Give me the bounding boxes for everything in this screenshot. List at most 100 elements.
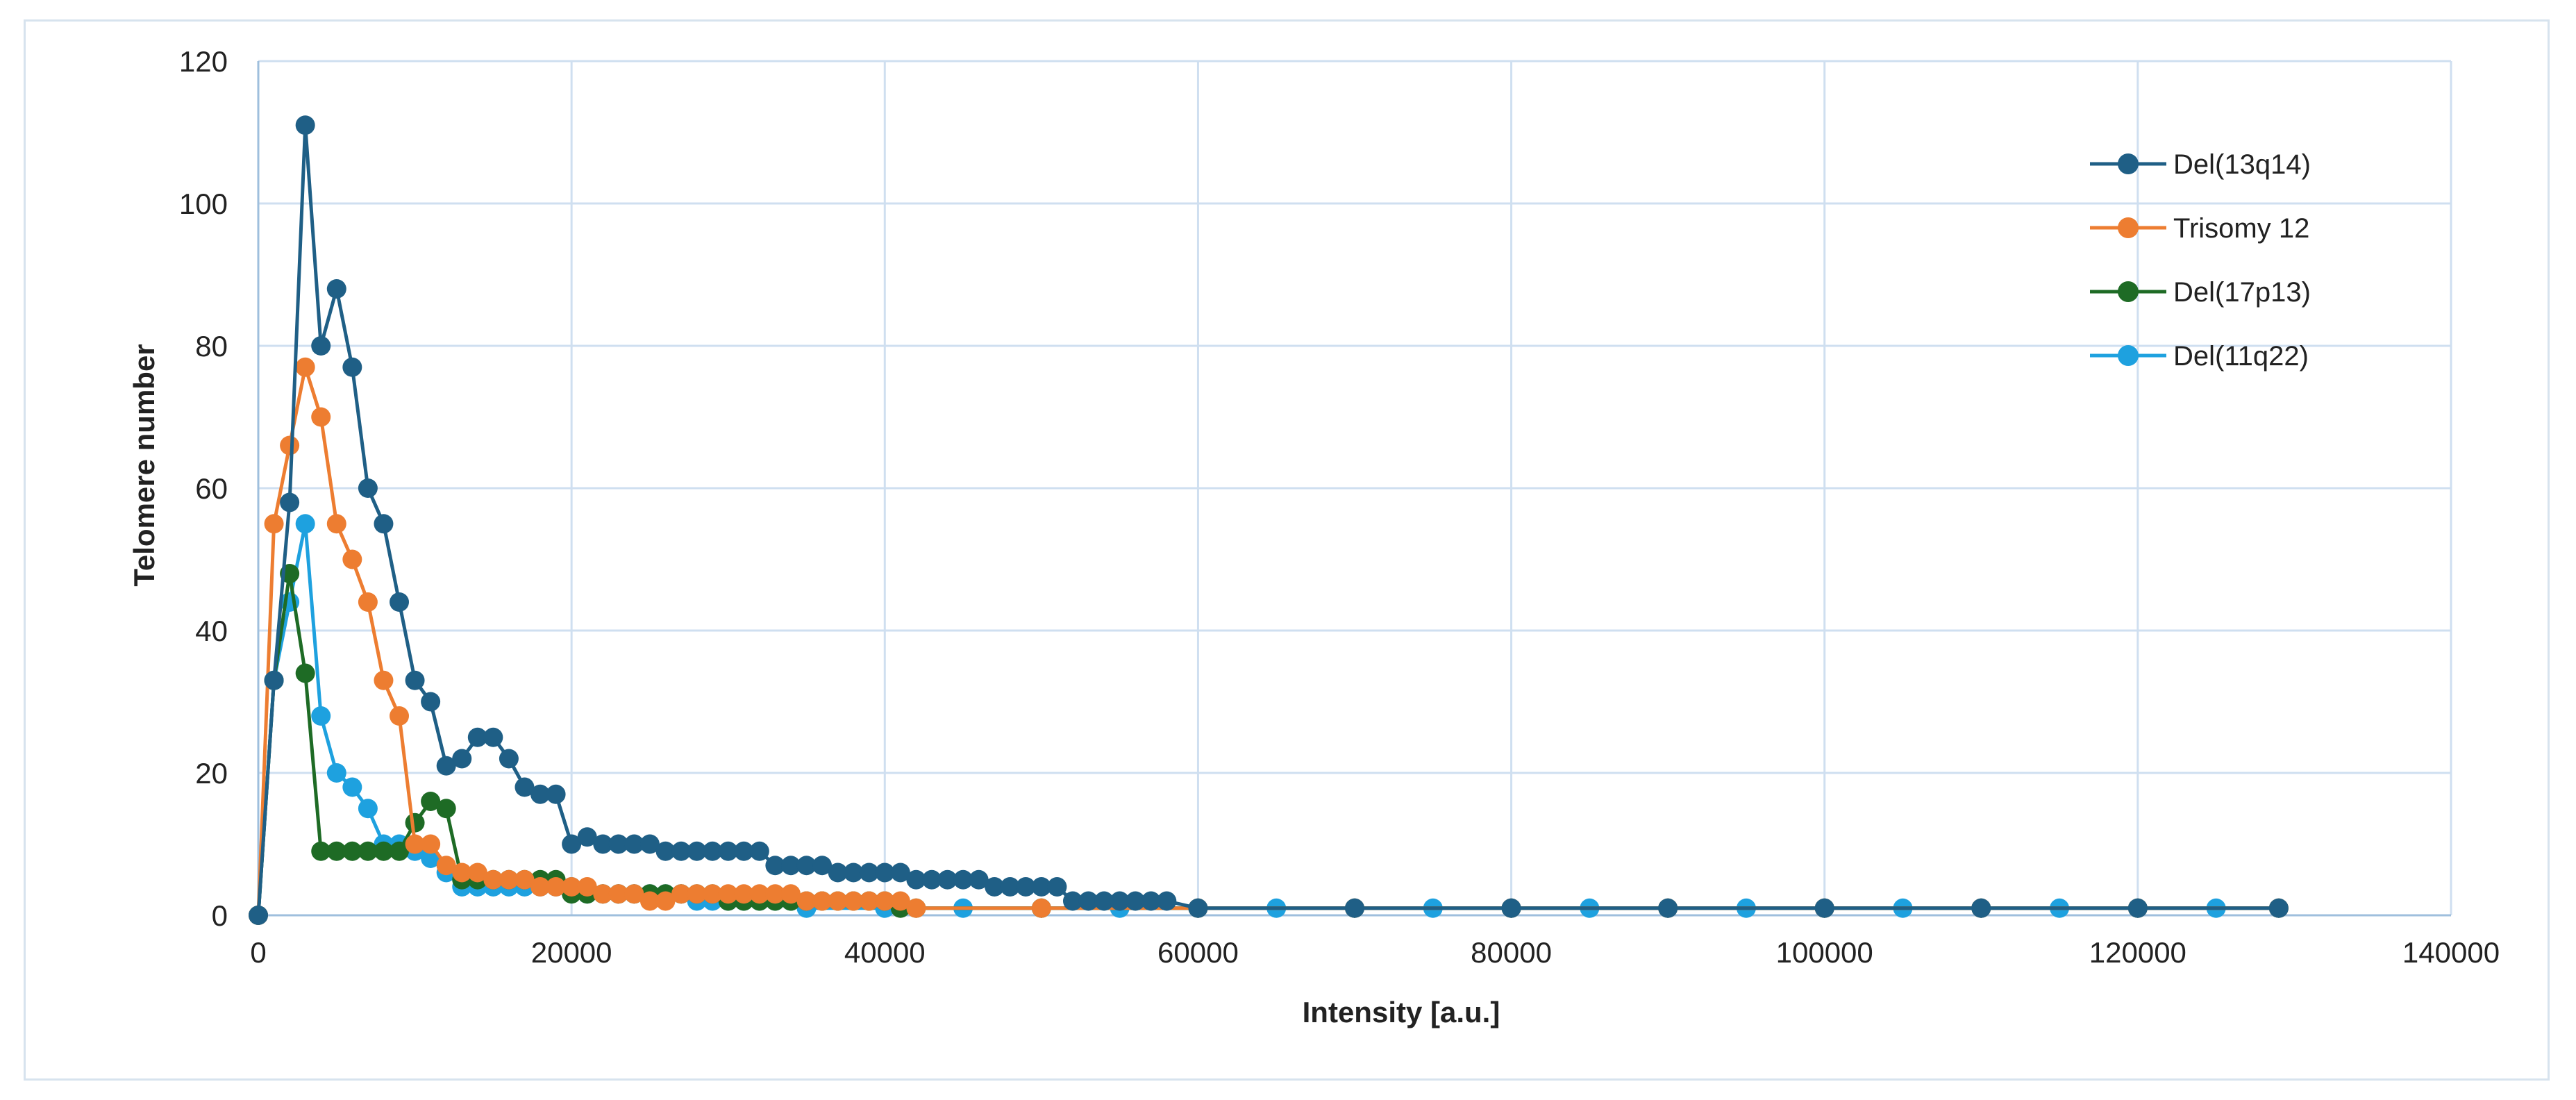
data-point [326,514,346,534]
data-point [436,856,456,876]
data-point [1345,898,1364,918]
legend-label: Del(11q22) [2173,341,2309,372]
data-point [562,877,582,897]
data-point [358,841,378,861]
data-point [687,884,707,904]
data-point [734,841,754,861]
series-line [256,365,2279,916]
legend-item: Del(17p13) [2090,277,2311,308]
data-point [374,514,394,534]
data-point [295,663,315,683]
y-tick-label: 100 [179,188,228,220]
data-point [593,834,613,854]
data-point [342,549,362,569]
legend-item: Del(11q22) [2090,341,2309,372]
data-point [326,279,346,299]
data-point [249,906,268,925]
data-point [342,841,362,861]
data-point [969,869,989,890]
data-point [828,891,848,911]
data-point [374,670,394,690]
data-point [405,812,425,833]
data-point [530,784,551,804]
data-point [671,841,692,861]
data-point [796,856,817,876]
data-point [483,727,503,747]
data-point [718,841,738,861]
data-point [875,891,895,911]
data-point [1658,898,1678,918]
data-point [342,357,362,377]
data-point [875,862,895,883]
data-point [452,862,472,883]
data-point [828,862,848,883]
data-point [436,756,456,776]
data-point [295,115,315,135]
data-point [780,856,801,876]
data-point [358,478,378,498]
data-point [1188,898,1208,918]
data-point [562,834,582,854]
x-tick-label: 20000 [531,936,612,969]
data-point [280,492,300,512]
series-1 [249,357,2289,925]
data-point [1031,877,1051,897]
gridlines [258,60,2452,915]
data-point [515,869,535,890]
data-point [780,884,801,904]
x-tick-label: 40000 [844,936,926,969]
data-point [311,841,331,861]
y-axis-title: Telomere number [128,344,160,586]
data-point [326,841,346,861]
data-point [295,357,315,377]
x-tick-label: 100000 [1776,936,1873,969]
data-point [390,592,410,612]
data-point [546,877,566,897]
data-point [890,862,910,883]
series-3 [249,514,2289,925]
data-point [734,884,754,904]
series-line [256,522,2279,916]
data-point [467,727,487,747]
data-point [608,884,628,904]
data-point [812,856,833,876]
data-point [765,884,785,904]
y-tick-label: 0 [212,899,228,932]
data-point [1110,891,1130,911]
data-point [1078,891,1098,911]
data-point [906,898,926,918]
data-point [749,841,769,861]
data-point [326,763,346,783]
series-group [249,115,2289,925]
series-line [256,572,2279,916]
data-point [405,670,425,690]
legend-label: Trisomy 12 [2173,213,2309,244]
data-point [921,869,942,890]
data-point [577,877,597,897]
series-2 [249,564,2289,925]
data-point [703,841,723,861]
data-point [358,592,378,612]
data-point [264,670,284,690]
data-point [405,834,425,854]
data-point [2268,898,2289,918]
data-point [1971,898,1991,918]
data-point [546,784,566,804]
data-point [1814,898,1834,918]
data-point [937,869,957,890]
data-point [311,706,331,726]
data-point [749,884,769,904]
legend-item: Trisomy 12 [2090,213,2309,244]
legend: Del(13q14) Trisomy 12 Del(17p13) Del(11q22) [2090,149,2311,372]
legend-label: Del(13q14) [2173,149,2311,180]
data-point [1094,891,1114,911]
data-point [624,834,644,854]
data-point [671,884,692,904]
data-point [436,799,456,819]
y-tick-label: 20 [195,757,228,790]
legend-item: Del(13q14) [2090,149,2311,180]
legend-marker [2118,153,2139,174]
data-point [859,862,879,883]
data-point [1141,891,1161,911]
